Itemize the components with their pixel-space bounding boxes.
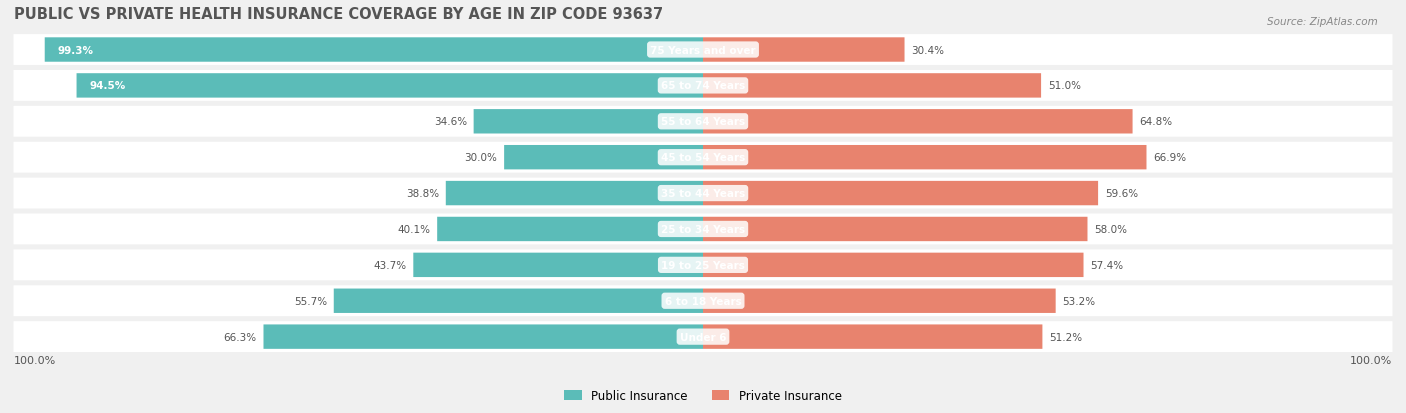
Text: 66.3%: 66.3%	[224, 332, 257, 342]
FancyBboxPatch shape	[14, 321, 1392, 352]
FancyBboxPatch shape	[263, 325, 703, 349]
Text: 59.6%: 59.6%	[1105, 189, 1137, 199]
Text: 25 to 34 Years: 25 to 34 Years	[661, 224, 745, 235]
Text: 38.8%: 38.8%	[406, 189, 439, 199]
Text: 57.4%: 57.4%	[1090, 260, 1123, 270]
Text: 45 to 54 Years: 45 to 54 Years	[661, 153, 745, 163]
Text: 94.5%: 94.5%	[90, 81, 127, 91]
FancyBboxPatch shape	[76, 74, 703, 98]
Text: 34.6%: 34.6%	[434, 117, 467, 127]
FancyBboxPatch shape	[14, 71, 1392, 102]
FancyBboxPatch shape	[333, 289, 703, 313]
Text: 64.8%: 64.8%	[1139, 117, 1173, 127]
Text: 99.3%: 99.3%	[58, 45, 94, 55]
FancyBboxPatch shape	[703, 325, 1042, 349]
Text: 66.9%: 66.9%	[1153, 153, 1187, 163]
Text: 65 to 74 Years: 65 to 74 Years	[661, 81, 745, 91]
Text: 40.1%: 40.1%	[398, 224, 430, 235]
FancyBboxPatch shape	[45, 38, 703, 62]
FancyBboxPatch shape	[413, 253, 703, 278]
Text: 55 to 64 Years: 55 to 64 Years	[661, 117, 745, 127]
FancyBboxPatch shape	[14, 250, 1392, 280]
Text: 53.2%: 53.2%	[1063, 296, 1095, 306]
FancyBboxPatch shape	[703, 289, 1056, 313]
Text: 30.0%: 30.0%	[464, 153, 498, 163]
Text: 100.0%: 100.0%	[14, 355, 56, 365]
Text: 19 to 25 Years: 19 to 25 Years	[661, 260, 745, 270]
FancyBboxPatch shape	[14, 107, 1392, 138]
Text: 51.2%: 51.2%	[1049, 332, 1083, 342]
FancyBboxPatch shape	[474, 110, 703, 134]
FancyBboxPatch shape	[703, 253, 1084, 278]
FancyBboxPatch shape	[505, 146, 703, 170]
FancyBboxPatch shape	[437, 217, 703, 242]
FancyBboxPatch shape	[703, 146, 1146, 170]
Text: PUBLIC VS PRIVATE HEALTH INSURANCE COVERAGE BY AGE IN ZIP CODE 93637: PUBLIC VS PRIVATE HEALTH INSURANCE COVER…	[14, 7, 662, 22]
Text: 6 to 18 Years: 6 to 18 Years	[665, 296, 741, 306]
FancyBboxPatch shape	[703, 74, 1040, 98]
Text: Under 6: Under 6	[679, 332, 727, 342]
Text: 58.0%: 58.0%	[1094, 224, 1128, 235]
Text: Source: ZipAtlas.com: Source: ZipAtlas.com	[1267, 17, 1378, 26]
FancyBboxPatch shape	[14, 142, 1392, 173]
FancyBboxPatch shape	[703, 217, 1087, 242]
Text: 51.0%: 51.0%	[1047, 81, 1081, 91]
FancyBboxPatch shape	[703, 38, 904, 62]
FancyBboxPatch shape	[14, 178, 1392, 209]
Text: 43.7%: 43.7%	[374, 260, 406, 270]
FancyBboxPatch shape	[14, 286, 1392, 316]
FancyBboxPatch shape	[703, 110, 1133, 134]
FancyBboxPatch shape	[446, 181, 703, 206]
Text: 35 to 44 Years: 35 to 44 Years	[661, 189, 745, 199]
FancyBboxPatch shape	[14, 35, 1392, 66]
FancyBboxPatch shape	[703, 181, 1098, 206]
Text: 100.0%: 100.0%	[1350, 355, 1392, 365]
Text: 75 Years and over: 75 Years and over	[650, 45, 756, 55]
Text: 30.4%: 30.4%	[911, 45, 945, 55]
Text: 55.7%: 55.7%	[294, 296, 328, 306]
Legend: Public Insurance, Private Insurance: Public Insurance, Private Insurance	[560, 385, 846, 407]
FancyBboxPatch shape	[14, 214, 1392, 245]
